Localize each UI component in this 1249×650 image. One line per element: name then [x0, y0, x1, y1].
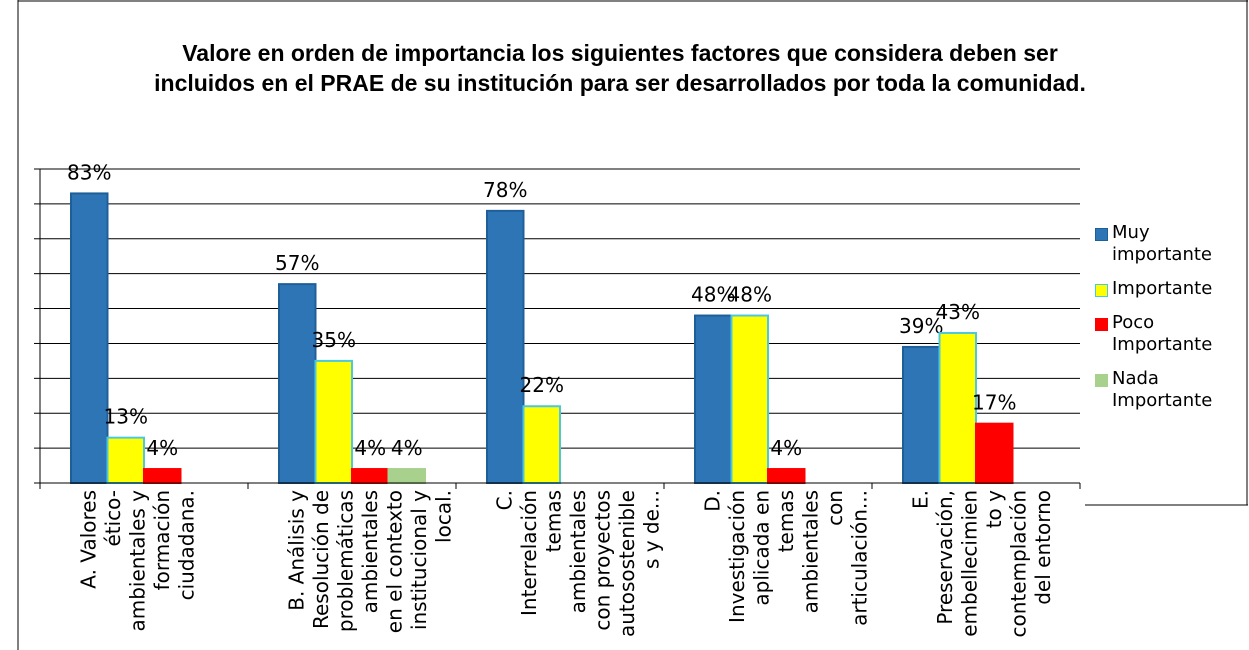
- legend-swatch: [1095, 374, 1108, 387]
- x-tick-label: to y: [982, 490, 1006, 528]
- bar: [694, 314, 733, 484]
- legend: Muy importante Importante Poco Importante N…: [1095, 222, 1245, 424]
- x-tick-label: formación: [150, 490, 174, 590]
- x-tick-label: ambientales: [358, 490, 382, 613]
- x-tick-label: E.: [909, 490, 933, 509]
- x-tick-label: Interrelación: [517, 490, 541, 616]
- bar: [975, 422, 1014, 485]
- data-label: 43%: [936, 300, 980, 324]
- x-tick-label: temas: [542, 490, 566, 552]
- x-tick-label: con proyectos: [591, 490, 615, 631]
- legend-label: Nada Importante: [1112, 368, 1213, 411]
- x-tick-label: del entorno: [1031, 490, 1055, 605]
- bar: [387, 468, 426, 484]
- x-tick-label: con: [823, 490, 847, 526]
- x-tick-label: temas: [774, 490, 798, 552]
- x-tick-label: Preservación,: [933, 490, 957, 625]
- bar: [278, 283, 317, 484]
- x-tick-label: institucional y: [407, 490, 431, 630]
- x-tick-label: local.: [432, 490, 456, 543]
- legend-swatch: [1095, 318, 1108, 331]
- x-tick-label: s y de...: [640, 490, 664, 569]
- data-label: 57%: [275, 251, 319, 275]
- x-tick-label: aplicada en: [750, 490, 774, 606]
- data-label: 17%: [972, 391, 1016, 415]
- bar: [730, 314, 769, 484]
- data-label: 83%: [67, 160, 111, 184]
- bar: [351, 468, 390, 484]
- legend-label: Muy importante: [1112, 222, 1213, 265]
- x-tick-label: contemplación: [1007, 490, 1031, 638]
- legend-item: Importante: [1095, 278, 1245, 300]
- bar: [767, 468, 806, 484]
- data-label: 48%: [691, 283, 735, 307]
- x-tick-label: D.: [701, 490, 725, 512]
- x-tick-label: Resolución de: [309, 490, 333, 629]
- legend-swatch: [1095, 284, 1108, 297]
- data-label: 4%: [146, 436, 178, 460]
- legend-label: Importante: [1112, 278, 1213, 299]
- bar: [938, 331, 977, 484]
- x-tick-label: A. Valores: [77, 490, 101, 589]
- x-tick-label: autosostenible: [615, 490, 639, 637]
- legend-item: Poco Importante: [1095, 312, 1245, 356]
- x-tick-label: ciudadana.: [175, 490, 199, 600]
- legend-swatch: [1095, 228, 1108, 241]
- data-label: 4%: [354, 436, 386, 460]
- data-label: 48%: [728, 283, 772, 307]
- bar: [143, 468, 182, 484]
- bar: [106, 436, 145, 484]
- legend-label: Poco Importante: [1112, 312, 1213, 355]
- data-label: 4%: [391, 436, 423, 460]
- x-tick-label: C.: [493, 490, 517, 510]
- legend-item: Muy importante: [1095, 222, 1245, 266]
- legend-item: Nada Importante: [1095, 368, 1245, 412]
- x-tick-label: embellecimien: [958, 490, 982, 637]
- data-label: 78%: [483, 178, 527, 202]
- data-label: 22%: [520, 373, 564, 397]
- x-tick-label: B. Análisis y: [285, 490, 309, 611]
- chart-title: Valore en orden de importancia los sigui…: [154, 40, 1086, 96]
- x-tick-label: problemáticas: [334, 490, 358, 632]
- x-tick-label: ambientales: [799, 490, 823, 613]
- bar: [522, 405, 561, 484]
- x-tick-label: en el contexto: [383, 490, 407, 633]
- data-label: 35%: [312, 328, 356, 352]
- x-tick-label: Investigación: [725, 490, 749, 623]
- bar: [486, 209, 525, 484]
- data-label: 4%: [770, 436, 802, 460]
- data-label: 13%: [104, 405, 148, 429]
- bar: [902, 345, 941, 484]
- bar: [314, 359, 353, 484]
- x-tick-label: ético-: [101, 490, 125, 547]
- data-label: 39%: [899, 314, 943, 338]
- x-tick-label: articulación...: [848, 490, 872, 626]
- bar: [70, 192, 109, 485]
- x-tick-label: ambientales: [566, 490, 590, 613]
- x-tick-label: ambientales y: [126, 490, 150, 632]
